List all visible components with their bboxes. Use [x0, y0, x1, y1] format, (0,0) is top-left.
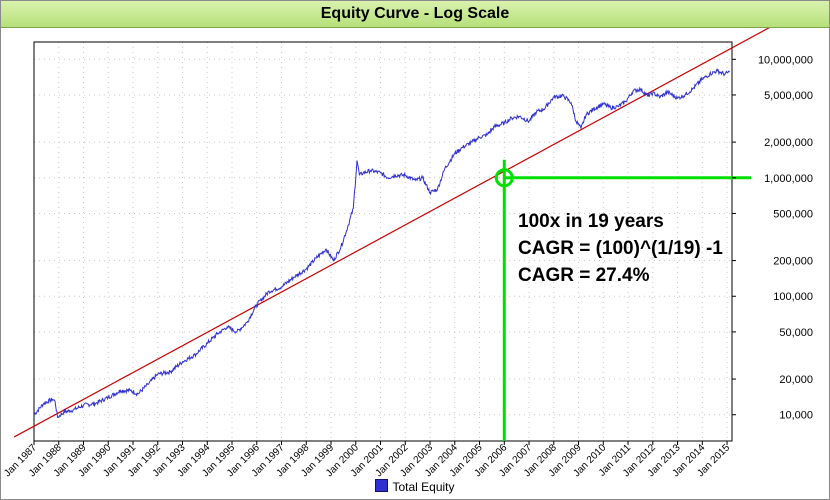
chart-title: Equity Curve - Log Scale	[1, 1, 829, 28]
highlight-marker	[494, 168, 514, 188]
y-tick-label: 2,000,000	[764, 137, 813, 149]
series-layer	[33, 68, 730, 419]
y-tick-label: 500,000	[773, 208, 813, 220]
y-tick-label: 1,000,000	[764, 173, 813, 185]
trend-line	[13, 23, 777, 438]
annotation-line-2: CAGR = (100)^(1/19) -1	[518, 238, 723, 259]
annotation-line-1: 100x in 19 years	[518, 211, 664, 232]
y-tick-label: 200,000	[773, 256, 813, 268]
highlight-layer	[494, 159, 751, 441]
y-tick-label: 100,000	[773, 291, 813, 303]
trend-layer	[13, 23, 777, 438]
y-tick-label: 20,000	[779, 374, 813, 386]
y-tick-label: 50,000	[779, 327, 813, 339]
legend: Total Equity	[1, 479, 829, 494]
y-tick-label: 10,000,000	[758, 54, 813, 66]
legend-swatch-icon	[375, 479, 389, 492]
y-tick-label: 5,000,000	[764, 90, 813, 102]
y-tick-label: 10,000	[779, 410, 813, 422]
annotation-line-3: CAGR = 27.4%	[518, 265, 650, 286]
plot-area	[33, 41, 733, 442]
legend-label: Total Equity	[392, 480, 455, 494]
equity-line	[33, 68, 730, 419]
y-axis: 10,000 20,000 50,000 100,000 200,000 500,000 1…	[732, 54, 813, 422]
